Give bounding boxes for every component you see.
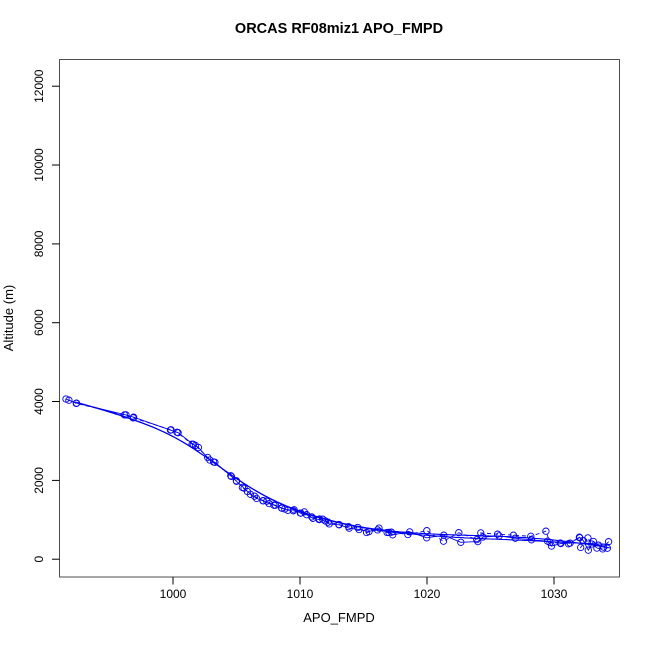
svg-text:8000: 8000 [32, 230, 46, 257]
svg-text:ORCAS RF08miz1 APO_FMPD: ORCAS RF08miz1 APO_FMPD [235, 21, 443, 37]
svg-text:1030: 1030 [541, 587, 568, 601]
svg-text:1000: 1000 [160, 587, 187, 601]
svg-text:6000: 6000 [32, 309, 46, 336]
svg-text:Altitude (m): Altitude (m) [1, 285, 16, 351]
svg-text:1010: 1010 [287, 587, 314, 601]
svg-text:APO_FMPD: APO_FMPD [303, 610, 375, 625]
svg-text:2000: 2000 [32, 467, 46, 494]
svg-text:10000: 10000 [32, 148, 46, 182]
svg-text:0: 0 [32, 556, 46, 563]
svg-text:12000: 12000 [32, 69, 46, 103]
svg-text:4000: 4000 [32, 388, 46, 415]
svg-text:1020: 1020 [414, 587, 441, 601]
